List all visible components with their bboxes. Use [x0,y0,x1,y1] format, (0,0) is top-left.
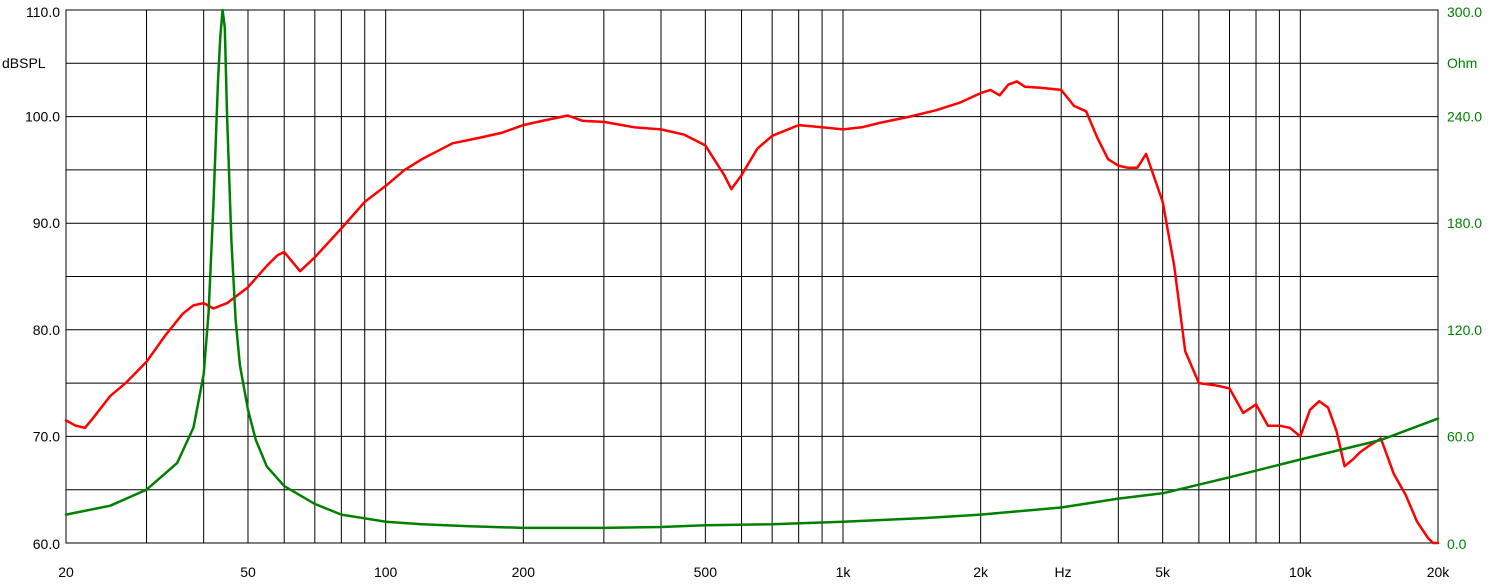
x-tick-label: 100 [374,564,398,580]
x-tick-label: 1k [836,564,852,580]
x-tick-label: 2k [973,564,989,580]
x-tick-label: 50 [240,564,256,580]
spl-series-line [64,80,1440,545]
y-right-tick-label: 120.0 [1447,322,1482,338]
x-tick-label: 500 [694,564,718,580]
x-axis-label: Hz [1054,564,1071,580]
y-right-tick-label: 180.0 [1447,215,1482,231]
x-tick-label: 200 [512,564,536,580]
x-tick-label: 20k [1427,564,1451,580]
grid [66,10,1438,543]
series-layer [64,8,1440,545]
y-left-tick-label: 70.0 [33,428,60,444]
axis-labels: dBSPL Ohm Hz 20 50 100 200 500 1k 2k 5k 10k 20k 60… [2,4,1482,580]
y-left-tick-label: 100.0 [25,109,60,125]
impedance-series-line [64,8,1440,530]
y-right-tick-label: 300.0 [1447,4,1482,20]
y-left-tick-label: 90.0 [33,215,60,231]
y-right-axis-label: Ohm [1447,55,1477,71]
y-left-tick-label: 110.0 [26,4,60,20]
y-left-tick-label: 80.0 [33,322,60,338]
x-tick-label: 5k [1155,564,1171,580]
y-right-tick-label: 0.0 [1447,536,1467,552]
x-tick-label: 10k [1289,564,1313,580]
y-left-tick-label: 60.0 [33,536,60,552]
y-right-tick-label: 240.0 [1447,109,1482,125]
y-left-axis-label: dBSPL [2,55,46,71]
x-tick-label: 20 [58,564,74,580]
y-right-tick-label: 60.0 [1447,428,1474,444]
